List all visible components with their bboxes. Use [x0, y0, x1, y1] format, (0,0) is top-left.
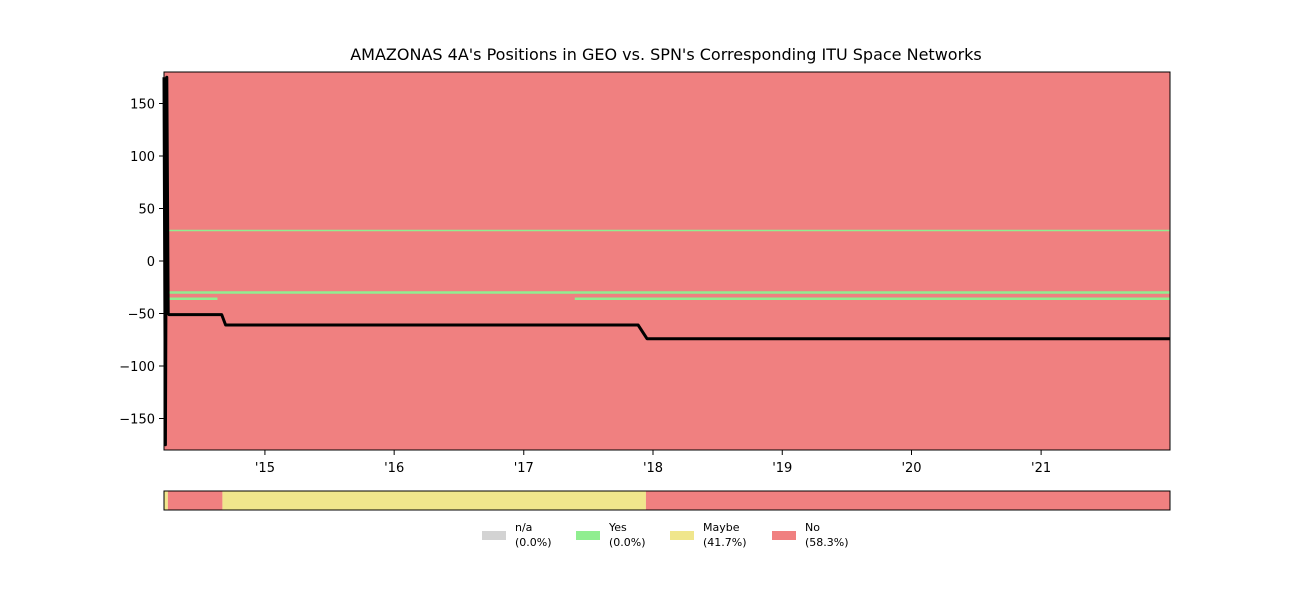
x-tick-label: '15 [255, 461, 275, 476]
x-tick-label: '16 [384, 461, 404, 476]
status-segment [222, 491, 646, 510]
y-tick-label: −150 [119, 413, 155, 428]
legend-swatch [670, 531, 694, 540]
plot-background [164, 72, 1170, 450]
legend-label: Maybe [703, 521, 740, 534]
legend-swatch [772, 531, 796, 540]
status-segment [167, 491, 223, 510]
legend-swatch [576, 531, 600, 540]
legend: n/a (0.0%) Yes (0.0%) Maybe (41.7%) No (58.3%) [482, 521, 849, 549]
legend-percentage: (58.3%) [805, 536, 849, 549]
y-tick-label: −100 [119, 360, 155, 375]
status-segment [645, 491, 1170, 510]
y-tick-label: 100 [130, 150, 155, 165]
status-strip-frame [163, 490, 1171, 511]
x-axis: '15 '16 '17 '18 '19 '20 '21 [255, 450, 1051, 476]
legend-label: Yes [608, 521, 627, 534]
x-tick-label: '21 [1031, 461, 1051, 476]
y-axis: 150 100 50 0 −50 −100 −150 [119, 98, 164, 428]
status-strip-segments [164, 491, 1170, 510]
position-line [162, 75, 1170, 447]
y-tick-label: −50 [128, 308, 155, 323]
legend-swatch [482, 531, 506, 540]
x-tick-label: '20 [901, 461, 921, 476]
y-tick-label: 0 [147, 255, 155, 270]
legend-label: n/a [515, 521, 532, 534]
legend-percentage: (0.0%) [609, 536, 646, 549]
chart-title: AMAZONAS 4A's Positions in GEO vs. SPN's… [350, 45, 982, 64]
x-tick-label: '18 [643, 461, 663, 476]
legend-label: No [805, 521, 820, 534]
x-tick-label: '17 [514, 461, 534, 476]
status-segment [164, 491, 168, 510]
x-tick-label: '19 [772, 461, 792, 476]
status-strip [163, 490, 1171, 511]
legend-percentage: (41.7%) [703, 536, 747, 549]
legend-percentage: (0.0%) [515, 536, 552, 549]
itu-network-lines [167, 229, 1170, 301]
y-tick-label: 50 [138, 203, 155, 218]
y-tick-label: 150 [130, 98, 155, 113]
